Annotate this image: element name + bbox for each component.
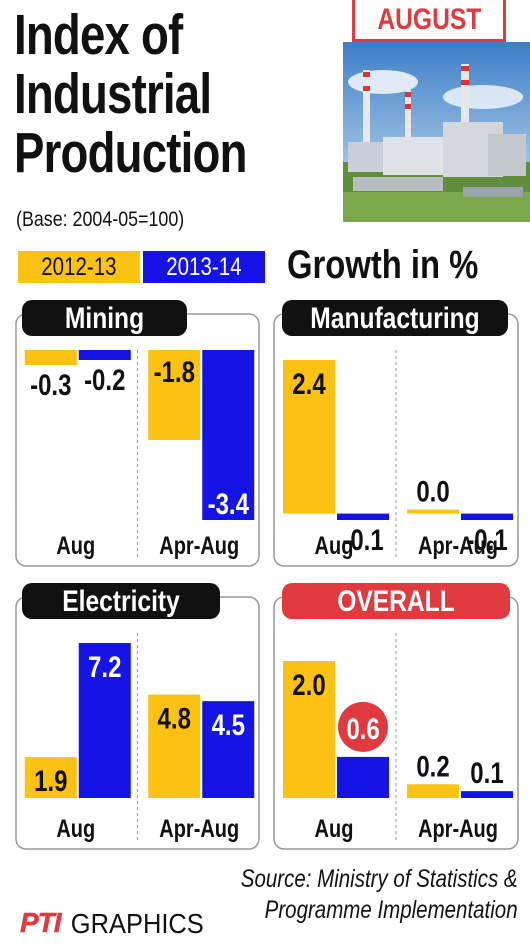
value-label: 7.2 xyxy=(88,649,121,683)
electricity-panel: Electricity 1.9 7.2 Aug 4.8 4.5 Apr-Aug xyxy=(15,583,260,850)
bar-2013-14-Apr-Aug xyxy=(202,701,255,798)
category-label: Apr-Aug xyxy=(159,815,239,843)
value-label: 0.6 xyxy=(346,711,379,745)
value-label: -3.4 xyxy=(208,486,249,520)
category-label: Apr-Aug xyxy=(418,532,498,560)
source-line: Source: Ministry of Statistics & xyxy=(241,865,518,893)
overall-panel: OVERALL 2.0 0.6 Aug 0.2 0.1 Apr-Aug xyxy=(273,583,519,850)
value-label: 0.0 xyxy=(416,474,449,508)
infographic-title: Index of Industrial Production xyxy=(14,6,247,183)
bar-2013-14-Apr-Aug xyxy=(461,513,513,520)
bar-2012-13-Apr-Aug xyxy=(407,509,459,514)
panel-header xyxy=(22,583,220,619)
title-line: Index of xyxy=(14,3,183,67)
value-label: 4.5 xyxy=(212,708,245,742)
source-note: Source: Ministry of Statistics & Program… xyxy=(241,864,518,926)
panel-header xyxy=(22,300,187,336)
panel-title: Electricity xyxy=(62,584,180,618)
value-label: 0.1 xyxy=(470,756,503,790)
category-label: Aug xyxy=(56,815,95,843)
bar-2013-14-Aug xyxy=(337,513,389,520)
pti-graphics-logo: PTI GRAPHICS xyxy=(20,907,204,939)
growth-label: Growth in % xyxy=(287,243,479,287)
power-plant-photo xyxy=(343,42,530,222)
bar-2013-14-Aug xyxy=(337,756,389,798)
category-label: Apr-Aug xyxy=(418,815,498,843)
category-label: Aug xyxy=(315,532,354,560)
pti-logo-mark: PTI xyxy=(20,907,63,938)
legend-label: 2012-13 xyxy=(41,252,117,281)
panel-header xyxy=(282,583,510,619)
month-badge-text: AUGUST xyxy=(377,2,481,36)
value-label: -0.2 xyxy=(84,362,125,396)
title-line: Production xyxy=(14,121,247,185)
bar-2012-13-Aug xyxy=(24,350,77,365)
category-label: Aug xyxy=(56,532,95,560)
bar-2012-13-Apr-Aug xyxy=(148,350,201,440)
bar-2012-13-Apr-Aug xyxy=(148,694,201,798)
bar-2013-14-Apr-Aug xyxy=(461,791,513,798)
category-label: Apr-Aug xyxy=(159,532,239,560)
value-label: 0.2 xyxy=(416,749,449,783)
source-line: Programme Implementation xyxy=(265,896,518,924)
pti-logo-text: GRAPHICS xyxy=(71,907,204,939)
bar-2012-13-Apr-Aug xyxy=(407,784,459,798)
legend-2013-14: 2013-14 xyxy=(143,251,265,283)
bar-2013-14-Aug xyxy=(78,350,131,360)
panel-title: Manufacturing xyxy=(310,301,479,335)
category-label: Aug xyxy=(315,815,354,843)
bar-2013-14-Aug xyxy=(78,643,131,798)
bar-2013-14-Apr-Aug xyxy=(202,350,255,520)
legend-label: 2013-14 xyxy=(166,252,242,281)
highlight-circle xyxy=(338,701,388,752)
value-label: -1.8 xyxy=(154,354,195,388)
month-badge: AUGUST xyxy=(352,0,506,42)
bar-2012-13-Aug xyxy=(283,661,335,798)
value-label: -0.1 xyxy=(342,522,383,556)
bar-2012-13-Aug xyxy=(283,360,335,514)
value-label: 1.9 xyxy=(34,763,67,797)
panel-title: Mining xyxy=(65,301,144,335)
title-line: Industrial xyxy=(14,62,212,126)
panel-title: OVERALL xyxy=(337,584,454,618)
value-label: 2.4 xyxy=(292,366,325,400)
legend-2012-13: 2012-13 xyxy=(18,251,140,283)
value-label: 4.8 xyxy=(158,701,191,735)
value-label: -0.3 xyxy=(30,367,71,401)
value-label: 2.0 xyxy=(292,667,325,701)
mining-panel: Mining -0.3 -0.2 Aug -1.8 -3.4 Apr-Aug xyxy=(15,300,260,567)
bar-2012-13-Aug xyxy=(24,757,77,798)
base-note: (Base: 2004-05=100) xyxy=(16,208,185,231)
panel-header xyxy=(282,300,508,336)
value-label: -0.1 xyxy=(466,522,507,556)
